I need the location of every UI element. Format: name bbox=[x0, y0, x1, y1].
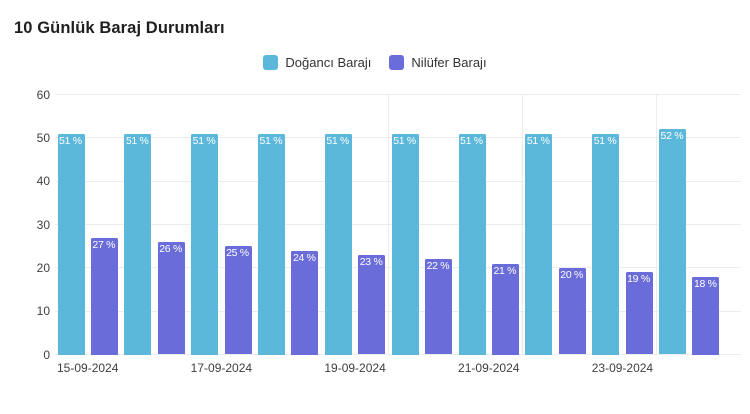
bar-doganci-baraji-6[interactable] bbox=[458, 133, 486, 355]
legend-swatch-nilufer-icon bbox=[389, 55, 405, 70]
bar-nilufer-baraji-1[interactable] bbox=[157, 241, 185, 355]
y-axis-tick-label: 20 bbox=[36, 260, 50, 275]
bar-nilufer-baraji-7[interactable] bbox=[558, 267, 586, 355]
y-axis-tick-label: 10 bbox=[36, 304, 50, 319]
x-axis-tick-label: 15-09-2024 bbox=[57, 361, 119, 375]
y-gridline bbox=[55, 354, 741, 355]
x-gridline bbox=[388, 94, 390, 355]
bar-nilufer-baraji-4[interactable] bbox=[358, 254, 386, 355]
bar-doganci-baraji-3[interactable] bbox=[258, 133, 286, 355]
y-axis-tick-label: 60 bbox=[36, 87, 50, 102]
x-axis-tick-label: 17-09-2024 bbox=[190, 361, 253, 375]
legend: Doğancı Barajı Nilüfer Barajı bbox=[0, 55, 750, 70]
x-axis-tick-label: 19-09-2024 bbox=[324, 361, 386, 375]
y-axis-tick-label: 40 bbox=[36, 174, 50, 189]
y-axis-tick-label: 30 bbox=[36, 217, 50, 232]
bar-doganci-baraji-4[interactable] bbox=[324, 133, 352, 355]
bar-nilufer-baraji-0[interactable] bbox=[90, 237, 118, 355]
bar-nilufer-baraji-6[interactable] bbox=[491, 263, 519, 355]
legend-item-doganci-baraji[interactable]: Doğancı Barajı bbox=[263, 55, 371, 70]
bar-nilufer-baraji-3[interactable] bbox=[291, 250, 319, 355]
bar-doganci-baraji-0[interactable] bbox=[57, 133, 85, 355]
bar-doganci-baraji-5[interactable] bbox=[391, 133, 419, 355]
x-axis-tick-label: 23-09-2024 bbox=[591, 361, 654, 375]
y-axis-tick-label: 0 bbox=[43, 347, 50, 362]
legend-label-doganci: Doğancı Barajı bbox=[285, 55, 372, 70]
bar-nilufer-baraji-8[interactable] bbox=[625, 272, 653, 355]
bar-doganci-baraji-9[interactable] bbox=[659, 129, 687, 355]
x-axis-tick-label: 21-09-2024 bbox=[458, 361, 520, 375]
legend-item-nilufer-baraji[interactable]: Nilüfer Barajı bbox=[389, 55, 487, 70]
bar-doganci-baraji-2[interactable] bbox=[191, 133, 219, 355]
bar-doganci-baraji-1[interactable] bbox=[124, 133, 152, 355]
y-gridline bbox=[55, 94, 741, 95]
bar-nilufer-baraji-9[interactable] bbox=[692, 276, 720, 355]
legend-label-nilufer: Nilüfer Barajı bbox=[411, 55, 487, 70]
legend-swatch-doganci-icon bbox=[263, 55, 279, 70]
bar-nilufer-baraji-2[interactable] bbox=[224, 246, 252, 355]
chart-title: 10 Günlük Baraj Durumları bbox=[14, 19, 225, 37]
y-axis-tick-label: 50 bbox=[36, 130, 50, 145]
bar-nilufer-baraji-5[interactable] bbox=[425, 259, 453, 355]
bar-doganci-baraji-7[interactable] bbox=[525, 133, 553, 355]
x-gridline bbox=[655, 94, 657, 355]
x-gridline bbox=[522, 94, 524, 355]
bar-doganci-baraji-8[interactable] bbox=[592, 133, 620, 355]
